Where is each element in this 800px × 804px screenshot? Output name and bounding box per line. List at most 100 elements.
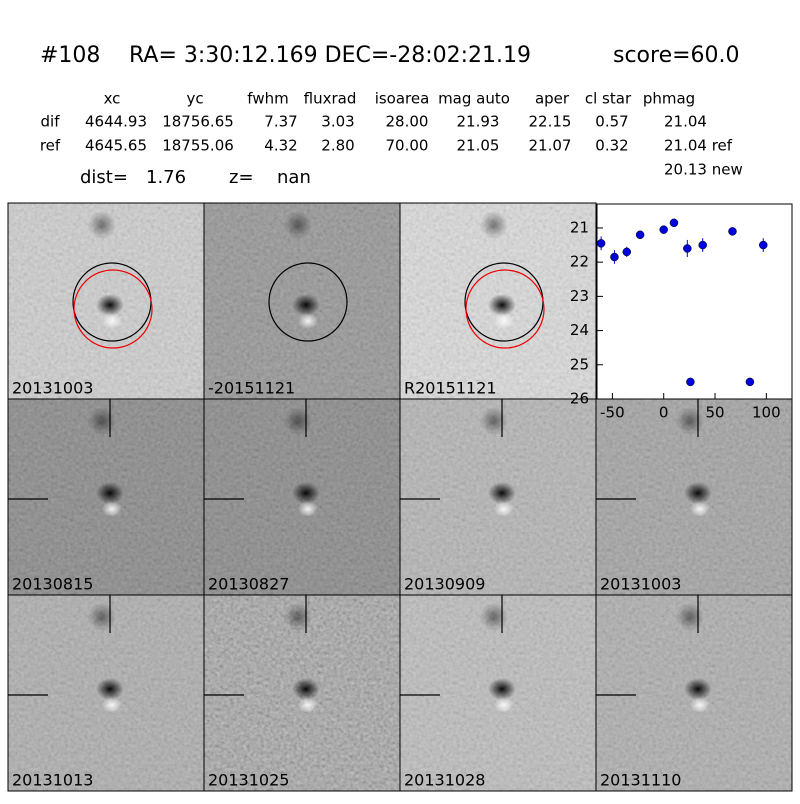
cell: 18755.06 (162, 137, 234, 155)
source (684, 482, 712, 504)
source-faint (284, 407, 312, 435)
stamp-label: 20131003 (600, 575, 681, 594)
cell: 4644.93 (85, 113, 147, 131)
coordinates: RA= 3:30:12.169 DEC=-28:02:21.19 (129, 43, 531, 68)
cell: 70.00 (386, 137, 429, 155)
stamp-frame (595, 594, 793, 792)
source-residual (102, 313, 122, 329)
column-header: phmag (643, 90, 695, 108)
stamp: 20131110 (595, 594, 793, 792)
cell: 3.03 (321, 113, 354, 131)
source (488, 482, 516, 504)
point (745, 377, 755, 387)
stamp-label: 20131013 (12, 771, 93, 790)
source-residual (102, 697, 122, 713)
stamp-label: 20131003 (12, 379, 93, 398)
source-residual (102, 501, 122, 517)
cell: 28.00 (386, 113, 429, 131)
point (728, 227, 737, 236)
source-faint (284, 603, 312, 631)
stamp-label: 20130909 (404, 575, 485, 594)
y-tick-label: 23 (570, 287, 589, 305)
dist-label: dist= (80, 167, 128, 188)
source-residual (494, 697, 514, 713)
cell: 0.32 (595, 137, 628, 155)
y-tick-label: 25 (570, 355, 589, 373)
candidate-id: #108 (40, 43, 100, 68)
stamp-label: -20151121 (208, 379, 295, 398)
point (698, 240, 707, 250)
stamp: 20131003 (7, 202, 205, 400)
source-faint (88, 407, 116, 435)
source-faint (284, 211, 312, 239)
source (96, 294, 124, 316)
y-tick-label: 22 (570, 253, 589, 271)
source (96, 482, 124, 504)
column-header: cl star (585, 90, 632, 108)
source (292, 294, 320, 316)
stamp: 20130815 (7, 398, 205, 596)
cell: 20.13 new (664, 161, 743, 179)
source-residual (494, 501, 514, 517)
column-header: xc (104, 90, 121, 108)
score: score=60.0 (613, 43, 740, 68)
point (610, 252, 619, 262)
point (596, 239, 606, 248)
column-header: mag auto (438, 90, 510, 108)
column-header: fwhm (247, 90, 288, 108)
cell: 4645.65 (85, 137, 147, 155)
cell: 22.15 (529, 113, 572, 131)
z-value: nan (277, 167, 311, 188)
plot-area (596, 203, 793, 400)
point (686, 377, 695, 387)
source-residual (298, 313, 318, 329)
source (488, 678, 516, 700)
stamp: 20131025 (203, 594, 401, 792)
cell: 21.04 ref (664, 137, 733, 155)
row-label: ref (40, 137, 61, 155)
stamp-label: 20131028 (404, 771, 485, 790)
column-header: isoarea (375, 90, 430, 108)
cell: 21.93 (457, 113, 500, 131)
stamp: 20130827 (203, 398, 401, 596)
source (488, 294, 516, 316)
source (292, 482, 320, 504)
source-faint (88, 211, 116, 239)
source (684, 678, 712, 700)
stamp: 20131013 (7, 594, 205, 792)
source-faint (88, 603, 116, 631)
source-residual (494, 313, 514, 329)
point (669, 218, 679, 228)
column-header: yc (186, 90, 203, 108)
cell: 21.04 (664, 113, 707, 131)
source (96, 678, 124, 700)
point (759, 240, 768, 250)
source-faint (676, 603, 704, 631)
y-tick-label: 21 (570, 218, 589, 236)
cell: 4.32 (264, 137, 297, 155)
x-tick-label: -50 (600, 404, 625, 422)
stamp-label: 20131110 (600, 771, 681, 790)
z-label: z= (229, 167, 254, 188)
stamp: 20131003 (595, 398, 793, 596)
aperture-ref (465, 269, 545, 349)
source-residual (690, 697, 710, 713)
source-residual (298, 501, 318, 517)
stamp: -20151121 (203, 202, 401, 400)
cell: 2.80 (321, 137, 354, 155)
source-residual (690, 501, 710, 517)
cell: 7.37 (264, 113, 297, 131)
source-faint (480, 603, 508, 631)
x-tick-label: 50 (705, 404, 724, 422)
column-header: aper (535, 90, 570, 108)
source-faint (480, 407, 508, 435)
cell: 21.05 (457, 137, 500, 155)
point (622, 247, 632, 257)
stamp: R20151121 (399, 202, 597, 400)
aperture (268, 262, 348, 342)
stamp-label: 20130815 (12, 575, 93, 594)
source-residual (298, 697, 318, 713)
stamp-label: R20151121 (404, 379, 497, 398)
cell: 21.07 (529, 137, 572, 155)
